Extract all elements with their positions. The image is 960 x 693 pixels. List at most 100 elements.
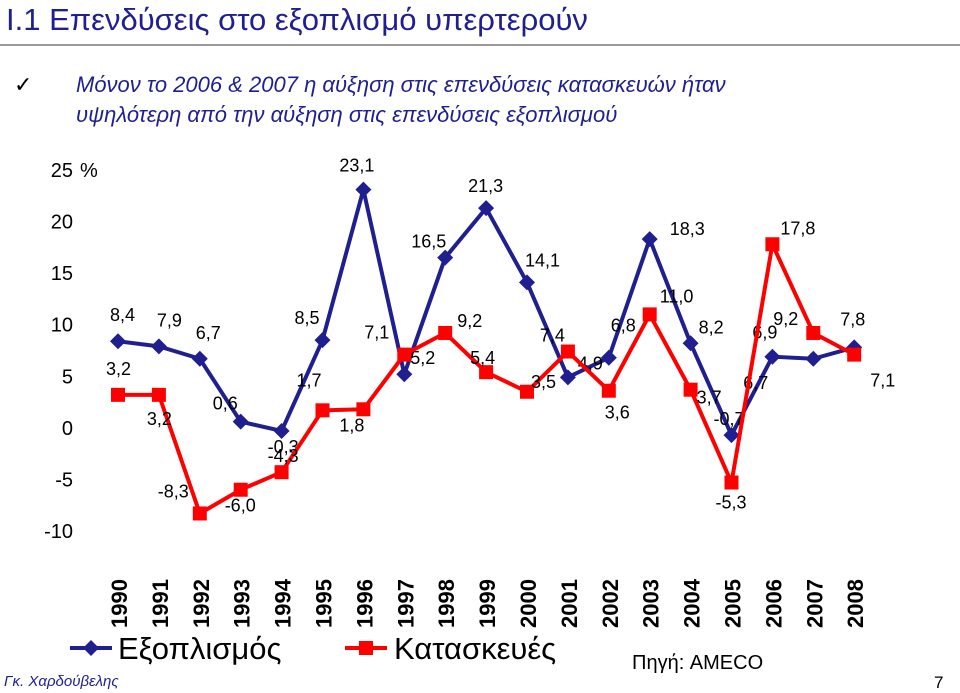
y-tick-label: 25 — [51, 160, 73, 182]
data-label: 5,2 — [410, 348, 435, 368]
data-label: -5,3 — [716, 493, 747, 513]
data-label: 21,3 — [468, 176, 503, 196]
data-label: 7,8 — [840, 309, 865, 329]
x-tick-label: 1990 — [107, 579, 132, 628]
x-tick-label: 1991 — [148, 579, 173, 628]
equipment-data-point — [396, 366, 413, 383]
x-tick-label: 1999 — [475, 579, 500, 628]
equipment-data-point — [314, 332, 331, 349]
data-label: 1,8 — [339, 415, 364, 435]
data-label: 17,8 — [780, 218, 815, 238]
equipment-data-point — [478, 200, 495, 217]
construction-data-point — [315, 403, 330, 418]
y-tick-label: -10 — [44, 521, 73, 543]
x-tick-label: 1992 — [189, 579, 214, 628]
data-label: 3,5 — [531, 372, 556, 392]
construction-data-point — [601, 383, 616, 398]
equipment-data-point — [600, 349, 617, 366]
x-tick-label: 1994 — [271, 578, 296, 628]
construction-data-point — [806, 325, 821, 340]
data-label: -0,3 — [268, 437, 299, 457]
equipment-data-point — [191, 350, 208, 367]
construction-data-point — [724, 475, 739, 490]
equipment-data-point — [355, 181, 372, 198]
bullet-text-line-1: Μόνον το 2006 & 2007 η αύξηση στις επενδ… — [76, 72, 726, 97]
y-tick-label: 15 — [51, 263, 73, 285]
data-label: 6,7 — [196, 323, 221, 343]
construction-data-point — [438, 325, 453, 340]
data-label: 8,2 — [699, 317, 724, 337]
construction-data-point — [683, 382, 698, 397]
data-label: 8,5 — [295, 308, 320, 328]
equipment-data-point — [437, 249, 454, 266]
data-label: 7,1 — [364, 323, 389, 343]
data-label: 14,1 — [525, 250, 560, 270]
data-label: 3,6 — [605, 403, 630, 423]
construction-data-point — [397, 347, 412, 362]
equipment-data-point — [110, 333, 126, 350]
x-tick-label: 2006 — [761, 579, 786, 628]
construction-data-point — [274, 465, 289, 480]
construction-data-point — [111, 387, 125, 402]
x-tick-label: 2000 — [516, 579, 541, 628]
data-label: -0,7 — [714, 409, 745, 429]
equipment-data-point — [682, 335, 699, 352]
equipment-data-point — [273, 422, 290, 439]
data-label: 11,0 — [660, 286, 694, 306]
data-label: 16,5 — [411, 232, 446, 252]
data-label: 5,4 — [470, 348, 495, 368]
data-label: 0,6 — [213, 394, 238, 414]
y-unit-label: % — [80, 160, 98, 182]
equipment-data-point — [723, 427, 740, 444]
equipment-data-point — [150, 338, 167, 355]
construction-data-point — [560, 344, 575, 359]
construction-data-point — [233, 482, 248, 497]
equipment-data-point — [519, 274, 535, 291]
x-tick-label: 2007 — [802, 579, 827, 628]
legend-entry: Κατασκευές — [394, 631, 556, 666]
data-label: 18,3 — [670, 219, 705, 239]
y-tick-label: 5 — [62, 366, 73, 388]
x-tick-label: 2004 — [680, 578, 705, 628]
construction-data-point — [151, 387, 166, 402]
legend-entry: Εξοπλισμός — [118, 631, 281, 666]
x-tick-label: 2003 — [639, 579, 664, 628]
x-tick-label: 1993 — [230, 579, 255, 628]
data-label: 1,7 — [297, 370, 322, 390]
construction-data-point — [765, 237, 780, 252]
x-tick-label: 1995 — [312, 579, 337, 628]
data-label: 7,4 — [540, 326, 565, 346]
equipment-data-point — [232, 413, 249, 430]
data-label: 3,2 — [106, 359, 131, 379]
construction-data-point — [479, 365, 494, 380]
equipment-data-point — [805, 350, 822, 367]
data-label: 7,1 — [870, 371, 895, 391]
y-tick-label: 10 — [51, 315, 73, 337]
author-name: Γκ. Χαρδούβελης — [4, 673, 119, 690]
x-tick-label: 2001 — [557, 579, 582, 628]
y-tick-label: -5 — [55, 469, 73, 491]
x-tick-label: 2008 — [843, 579, 868, 628]
data-label: 7,9 — [157, 310, 182, 330]
construction-data-point — [356, 402, 371, 417]
title-divider — [0, 44, 960, 46]
construction-data-point — [847, 347, 862, 362]
construction-data-point — [192, 506, 207, 521]
bullet-text-line-2: υψηλότερη από την αύξηση στις επενδύσεις… — [76, 102, 618, 127]
legend-marker-diamond — [83, 640, 99, 656]
y-tick-label: 20 — [51, 212, 73, 234]
slide-title: I.1 Επενδύσεις στο εξοπλισμό υπερτερούν — [6, 2, 588, 37]
data-label: -6,0 — [225, 496, 256, 516]
source-note: Πηγή: AMECO — [632, 652, 764, 674]
x-tick-label: 1997 — [393, 579, 418, 628]
x-tick-label: 1998 — [434, 579, 459, 628]
equipment-data-point — [641, 231, 658, 248]
equipment-data-point — [764, 348, 781, 365]
data-label: 3,2 — [147, 409, 172, 429]
construction-data-point — [520, 384, 534, 399]
data-label: 9,2 — [773, 309, 798, 329]
y-tick-label: 0 — [62, 418, 73, 440]
legend-marker-square — [359, 641, 373, 655]
data-label: -8,3 — [158, 481, 189, 501]
